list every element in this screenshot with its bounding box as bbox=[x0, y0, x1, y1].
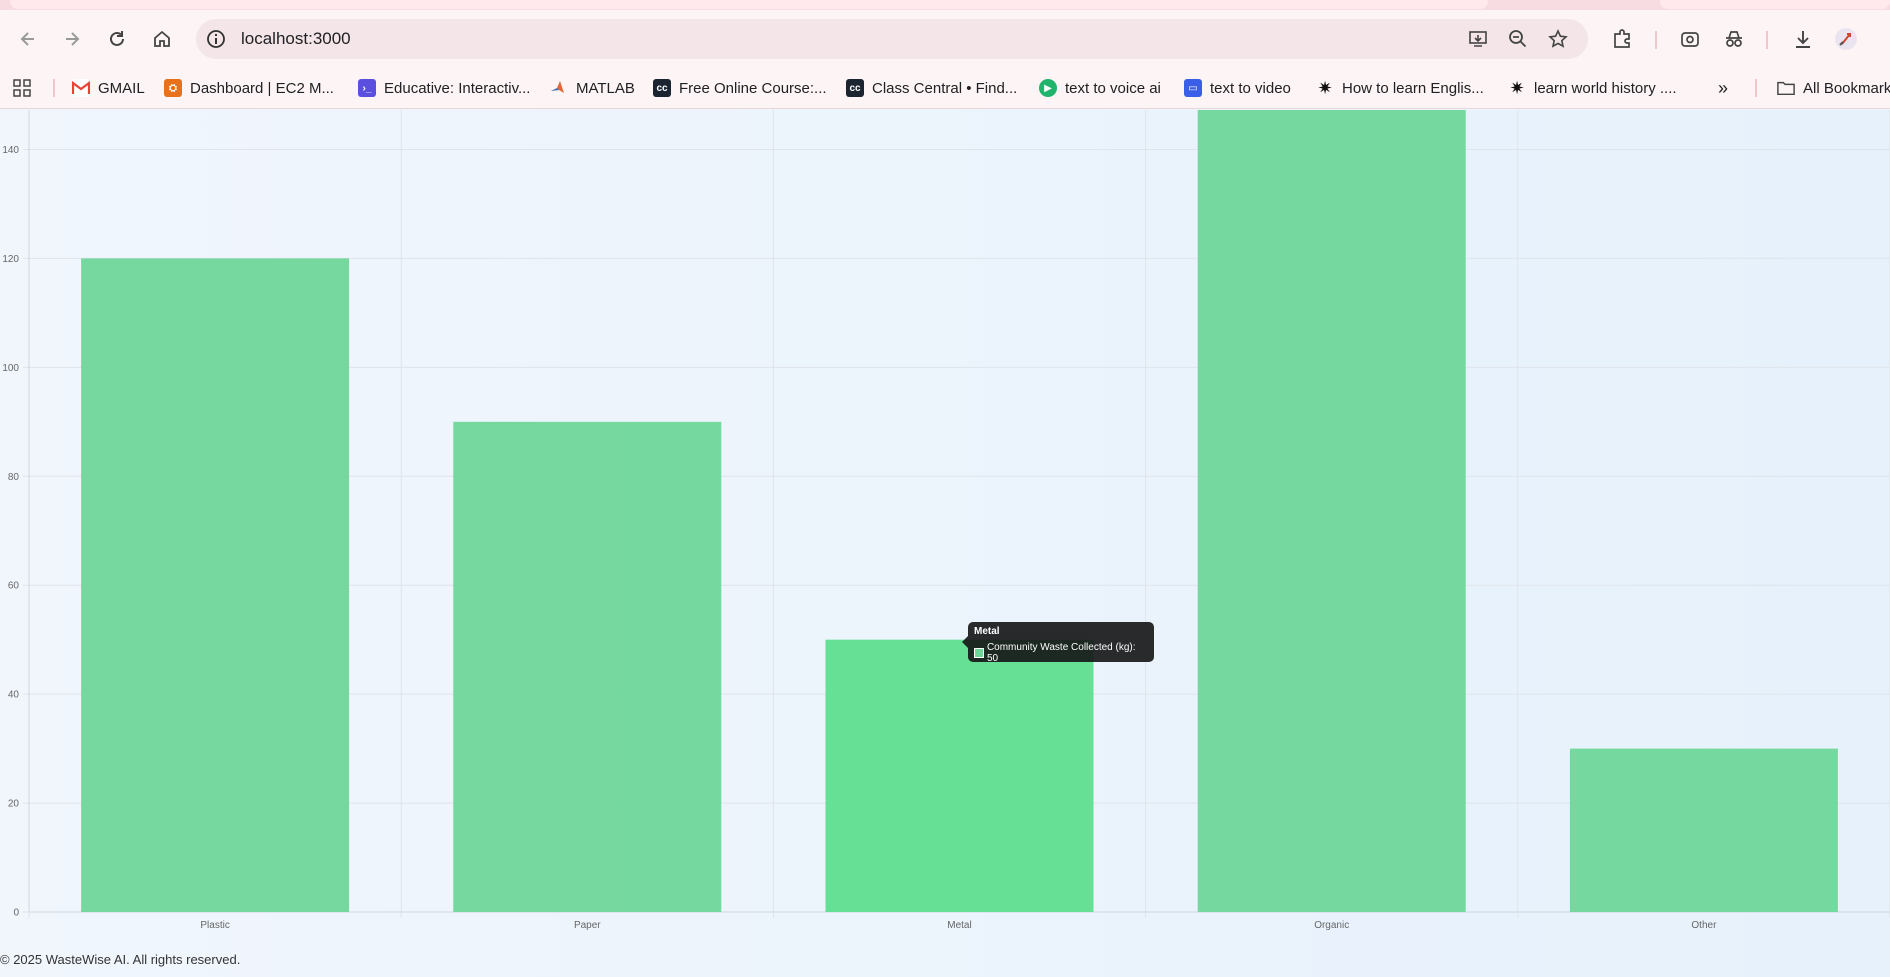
bookmark-learn-english[interactable]: ✷ How to learn Englis... bbox=[1316, 75, 1484, 101]
bookmark-world-history[interactable]: ✷ learn world history .... bbox=[1508, 75, 1677, 101]
x-tick-label: Paper bbox=[574, 920, 601, 931]
more-bookmarks-button[interactable]: » bbox=[1718, 75, 1728, 101]
bookmarks-divider bbox=[53, 79, 55, 97]
browser-toolbar: localhost:3000 bbox=[0, 10, 1890, 67]
sparkle-icon: ✷ bbox=[1317, 77, 1333, 98]
video-icon: ▭ bbox=[1184, 79, 1202, 97]
bar-organic[interactable] bbox=[1197, 110, 1466, 912]
bookmark-text-to-voice[interactable]: ▶ text to voice ai bbox=[1039, 75, 1161, 101]
x-tick-label: Organic bbox=[1314, 920, 1349, 931]
y-tick-label: 40 bbox=[8, 690, 20, 701]
downloads-button[interactable] bbox=[1789, 25, 1817, 53]
extensions-button[interactable] bbox=[1608, 25, 1636, 53]
bookmark-text-to-video[interactable]: ▭ text to video bbox=[1184, 75, 1291, 101]
bookmark-label: GMAIL bbox=[98, 79, 145, 97]
reload-icon bbox=[110, 31, 124, 46]
bookmark-educative[interactable]: ›_ Educative: Interactiv... bbox=[358, 75, 530, 101]
download-icon bbox=[1796, 31, 1810, 48]
toolbar-divider bbox=[1655, 31, 1657, 49]
tooltip-label: Community Waste Collected (kg): 50 bbox=[986, 642, 1136, 664]
active-tab[interactable] bbox=[10, 0, 1488, 9]
bar-other[interactable] bbox=[1569, 748, 1838, 912]
toolbar-divider bbox=[1766, 31, 1768, 49]
zoom-out-icon[interactable] bbox=[1508, 29, 1528, 49]
address-bar[interactable]: localhost:3000 bbox=[196, 19, 1588, 59]
folder-icon bbox=[1777, 79, 1795, 97]
bookmark-label: text to voice ai bbox=[1065, 79, 1161, 97]
bookmark-label: text to video bbox=[1210, 79, 1291, 97]
apps-grid-icon bbox=[13, 79, 31, 97]
chart-bars bbox=[81, 110, 1838, 912]
bar-plastic[interactable] bbox=[81, 258, 350, 912]
profile-button[interactable] bbox=[1832, 25, 1860, 53]
footer-copyright: © 2025 WasteWise AI. All rights reserved… bbox=[0, 952, 241, 967]
bookmark-label: All Bookmarks bbox=[1803, 79, 1890, 97]
bookmark-gmail[interactable]: GMAIL bbox=[72, 75, 145, 101]
chevron-double-right-icon: » bbox=[1718, 77, 1729, 98]
y-tick-label: 140 bbox=[2, 145, 19, 156]
page-content: 0 20 40 60 80 100 120 140 Plastic Paper Metal Organ… bbox=[0, 110, 1890, 977]
bar-metal[interactable] bbox=[825, 639, 1094, 912]
tab[interactable] bbox=[1660, 0, 1890, 9]
bookmark-free-online-course[interactable]: cc Free Online Course:... bbox=[653, 75, 827, 101]
class-central-icon: cc bbox=[653, 79, 671, 97]
home-icon bbox=[154, 30, 170, 47]
bookmark-matlab[interactable]: MATLAB bbox=[550, 75, 635, 101]
incognito-icon bbox=[1726, 31, 1742, 47]
bar-chart: 0 20 40 60 80 100 120 140 Plastic Paper Metal Organ… bbox=[2, 110, 1890, 931]
bookmark-label: Class Central • Find... bbox=[872, 79, 1018, 97]
play-icon: ▶ bbox=[1039, 79, 1057, 97]
site-info-icon[interactable] bbox=[206, 29, 226, 49]
forward-button[interactable] bbox=[58, 25, 86, 53]
sparkle-icon: ✷ bbox=[1509, 77, 1525, 98]
url-text: localhost:3000 bbox=[241, 29, 351, 48]
y-tick-label: 0 bbox=[13, 908, 19, 919]
y-tick-label: 20 bbox=[8, 799, 20, 810]
install-app-icon[interactable] bbox=[1468, 29, 1488, 49]
tooltip-title: Metal bbox=[974, 626, 1000, 637]
y-tick-label: 80 bbox=[8, 472, 20, 483]
gmail-icon bbox=[72, 79, 90, 97]
bookmark-label: Free Online Course:... bbox=[679, 79, 827, 97]
chart-tooltip: Metal Community Waste Collected (kg): 50 bbox=[962, 622, 1154, 664]
bookmark-label: How to learn Englis... bbox=[1342, 79, 1484, 97]
all-bookmarks-folder[interactable]: All Bookmarks bbox=[1777, 75, 1890, 101]
y-tick-label: 120 bbox=[2, 254, 19, 265]
lens-button[interactable] bbox=[1676, 25, 1704, 53]
chart-labels: 0 20 40 60 80 100 120 140 Plastic Paper Metal Organ… bbox=[2, 145, 1717, 931]
bookmark-label: Dashboard | EC2 M... bbox=[190, 79, 334, 97]
avatar bbox=[1835, 28, 1857, 50]
bookmark-label: learn world history .... bbox=[1534, 79, 1677, 97]
arrow-right-icon bbox=[66, 32, 80, 46]
x-tick-label: Metal bbox=[947, 920, 971, 931]
y-tick-label: 100 bbox=[2, 363, 19, 374]
back-button[interactable] bbox=[14, 25, 42, 53]
tooltip-color-swatch bbox=[974, 648, 984, 658]
bar-paper[interactable] bbox=[453, 421, 722, 912]
matlab-icon bbox=[550, 79, 568, 97]
incognito-button[interactable] bbox=[1720, 25, 1748, 53]
y-tick-label: 60 bbox=[8, 581, 20, 592]
bookmark-label: MATLAB bbox=[576, 79, 635, 97]
bookmarks-divider bbox=[1755, 79, 1757, 97]
puzzle-icon bbox=[1614, 29, 1630, 48]
arrow-left-icon bbox=[20, 32, 34, 46]
aws-icon: ⛭ bbox=[164, 79, 182, 97]
bookmark-dashboard-ec2[interactable]: ⛭ Dashboard | EC2 M... bbox=[164, 75, 334, 101]
x-tick-label: Plastic bbox=[200, 920, 229, 931]
reload-button[interactable] bbox=[103, 25, 131, 53]
bookmarks-bar: GMAIL ⛭ Dashboard | EC2 M... ›_ Educativ… bbox=[0, 67, 1890, 109]
camera-search-icon bbox=[1681, 32, 1699, 47]
bookmark-label: Educative: Interactiv... bbox=[384, 79, 531, 97]
apps-button[interactable] bbox=[12, 75, 32, 101]
home-button[interactable] bbox=[148, 25, 176, 53]
star-icon[interactable] bbox=[1548, 29, 1568, 49]
tooltip-row: Community Waste Collected (kg): 50 bbox=[974, 642, 1148, 664]
class-central-icon: cc bbox=[846, 79, 864, 97]
educative-icon: ›_ bbox=[358, 79, 376, 97]
tooltip-caret bbox=[962, 636, 968, 648]
tab-strip bbox=[0, 0, 1890, 10]
x-tick-label: Other bbox=[1691, 920, 1717, 931]
bookmark-class-central[interactable]: cc Class Central • Find... bbox=[846, 75, 1017, 101]
